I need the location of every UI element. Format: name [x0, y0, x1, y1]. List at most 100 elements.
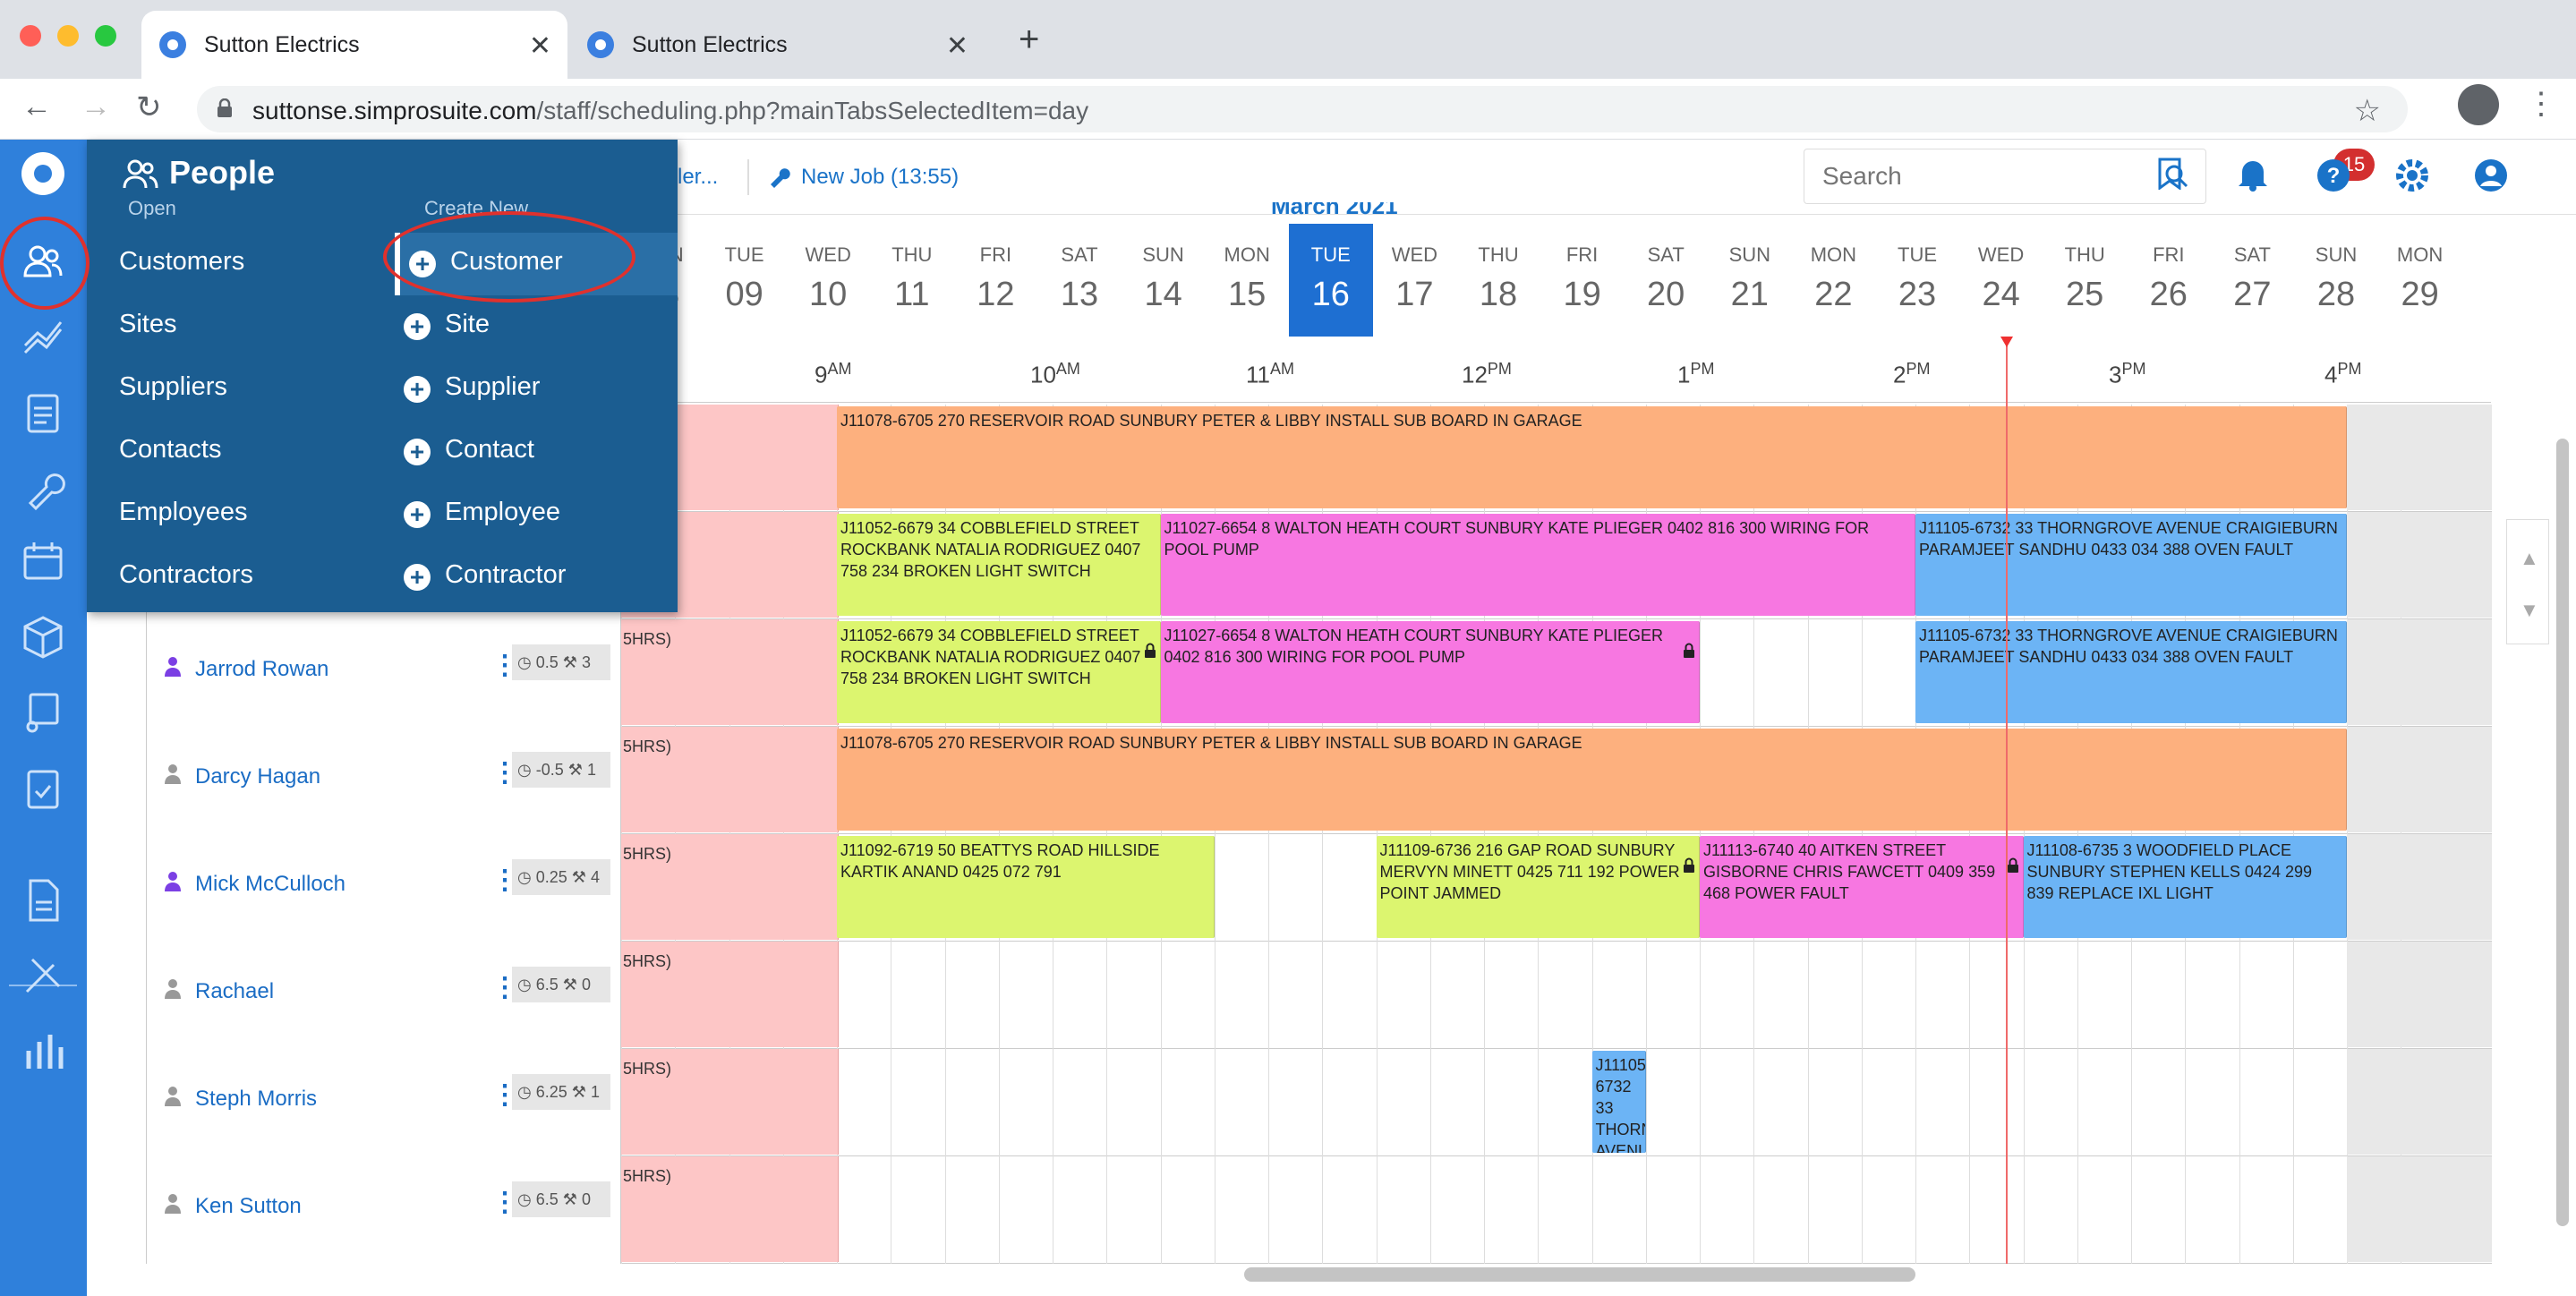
date-column-20[interactable]: SAT 20	[1624, 224, 1708, 337]
open-suppliers-link[interactable]: Suppliers	[119, 372, 227, 401]
bookmark-star-icon[interactable]: ☆	[2353, 94, 2381, 128]
date-column-23[interactable]: TUE 23	[1875, 224, 1959, 337]
forward-icon[interactable]: →	[81, 90, 111, 124]
job-block[interactable]: J11027-6654 8 WALTON HEATH COURT SUNBURY…	[1160, 514, 1915, 616]
open-customers-link[interactable]: Customers	[119, 247, 245, 276]
vertical-scrollbar[interactable]	[2556, 439, 2569, 1226]
bookmark-icon[interactable]	[2156, 158, 2183, 190]
create-contractor-button[interactable]: + Contractor	[395, 546, 678, 609]
notifications-bell-icon[interactable]	[2237, 158, 2269, 192]
date-column-11[interactable]: THU 11	[870, 224, 954, 337]
job-block[interactable]: J11105-6732 33 THORNGROVE AVENUE	[1591, 1051, 1646, 1153]
create-contact-button[interactable]: + Contact	[395, 421, 678, 483]
job-block[interactable]: J11109-6736 216 GAP ROAD SUNBURY MERVYN …	[1376, 836, 1700, 938]
date-column-09[interactable]: TUE 09	[703, 224, 787, 337]
url-field[interactable]: suttonse.simprosuite.com/staff/schedulin…	[197, 86, 2408, 132]
user-account-icon[interactable]	[2473, 158, 2509, 193]
schedule-lane[interactable]: 5HRS)	[621, 942, 2492, 1049]
document-icon[interactable]	[18, 875, 68, 925]
tools-icon[interactable]	[18, 951, 68, 1001]
date-column-26[interactable]: FRI 26	[2127, 224, 2211, 337]
truck-document-icon[interactable]	[18, 687, 68, 738]
create-site-button[interactable]: + Site	[395, 295, 678, 358]
job-block[interactable]: J11078-6705 270 RESERVOIR ROAD SUNBURY P…	[837, 406, 2347, 508]
simpro-logo-icon[interactable]	[18, 149, 68, 199]
staff-name-link[interactable]: Ken Sutton	[195, 1194, 302, 1218]
close-window-button[interactable]	[20, 25, 41, 47]
create-employee-button[interactable]: + Employee	[395, 483, 678, 546]
schedule-lane[interactable]: J11078-6705 270 RESERVOIR ROAD SUNBURY P…	[621, 405, 2492, 512]
schedule-lane[interactable]: 5HRS) J11078-6705 270 RESERVOIR ROAD SUNB…	[621, 727, 2492, 834]
date-column-22[interactable]: MON 22	[1791, 224, 1875, 337]
new-job-link[interactable]: New Job (13:55)	[801, 165, 960, 189]
open-contacts-link[interactable]: Contacts	[119, 435, 222, 464]
horizontal-scrollbar[interactable]	[1244, 1267, 1915, 1282]
job-block[interactable]: J11052-6679 34 COBBLEFIELD STREET ROCKBA…	[837, 514, 1161, 616]
zoom-window-button[interactable]	[95, 25, 116, 47]
inventory-box-icon[interactable]	[18, 612, 68, 662]
leave-block[interactable]: 5HRS)	[621, 942, 839, 1047]
open-contractors-link[interactable]: Contractors	[119, 560, 253, 589]
date-column-21[interactable]: SUN 21	[1708, 224, 1792, 337]
schedule-lane[interactable]: 5HRS) J11092-6719 50 BEATTYS ROAD HILLSID…	[621, 834, 2492, 942]
staff-name-link[interactable]: Steph Morris	[195, 1087, 318, 1111]
staff-name-link[interactable]: Rachael	[195, 979, 275, 1003]
schedule-lane[interactable]: 5HRS) J11105-6732 33 THORNGROVE AVENUE	[621, 1049, 2492, 1156]
date-column-10[interactable]: WED 10	[786, 224, 870, 337]
search-input[interactable]	[1822, 162, 2145, 191]
schedule-lane[interactable]: 5HRS)	[621, 1156, 2492, 1264]
close-tab-icon[interactable]: ✕	[528, 31, 551, 61]
leave-block[interactable]: 5HRS)	[621, 727, 839, 832]
close-tab-icon[interactable]: ✕	[945, 31, 968, 61]
builder-link[interactable]: ler...	[678, 165, 719, 189]
date-column-17[interactable]: WED 17	[1372, 224, 1456, 337]
browser-tab[interactable]: Sutton Electrics ✕	[569, 11, 985, 79]
staff-name-link[interactable]: Jarrod Rowan	[195, 657, 329, 681]
back-icon[interactable]: ←	[21, 90, 52, 124]
open-sites-link[interactable]: Sites	[119, 310, 177, 338]
schedule-lane[interactable]: 5HRS) J11052-6679 34 COBBLEFIELD STREET R…	[621, 619, 2492, 727]
date-column-15[interactable]: MON 15	[1205, 224, 1289, 337]
job-block[interactable]: J11108-6735 3 WOODFIELD PLACE SUNBURY ST…	[2023, 836, 2347, 938]
leave-block[interactable]: 5HRS)	[621, 834, 839, 940]
job-block[interactable]: J11105-6732 33 THORNGROVE AVENUE CRAIGIE…	[1915, 621, 2347, 723]
job-block[interactable]: J11078-6705 270 RESERVOIR ROAD SUNBURY P…	[837, 729, 2347, 831]
checklist-icon[interactable]	[18, 763, 68, 813]
leave-block[interactable]: 5HRS)	[621, 1049, 839, 1155]
date-column-16[interactable]: TUE 16	[1288, 224, 1373, 337]
month-label[interactable]: March 2021	[1271, 202, 1398, 218]
date-column-27[interactable]: SAT 27	[2210, 224, 2294, 337]
date-column-24[interactable]: WED 24	[1959, 224, 2043, 337]
sales-chart-icon[interactable]	[18, 311, 68, 362]
date-column-14[interactable]: SUN 14	[1122, 224, 1206, 337]
scroll-arrows-control[interactable]: ▲ ▼	[2506, 519, 2549, 644]
date-column-19[interactable]: FRI 19	[1540, 224, 1625, 337]
job-block[interactable]: J11027-6654 8 WALTON HEATH COURT SUNBURY…	[1160, 621, 1700, 723]
reload-icon[interactable]: ↻	[136, 90, 162, 124]
search-field[interactable]	[1804, 149, 2206, 204]
date-column-13[interactable]: SAT 13	[1037, 224, 1122, 337]
staff-name-link[interactable]: Mick McCulloch	[195, 872, 346, 896]
wrench-icon[interactable]	[18, 462, 68, 512]
staff-name-link[interactable]: Darcy Hagan	[195, 764, 321, 789]
job-block[interactable]: J11105-6732 33 THORNGROVE AVENUE CRAIGIE…	[1915, 514, 2347, 616]
scroll-up-icon[interactable]: ▲	[2520, 547, 2539, 569]
reports-bar-chart-icon[interactable]	[18, 1026, 68, 1076]
date-column-12[interactable]: FRI 12	[953, 224, 1037, 337]
job-block[interactable]: J11052-6679 34 COBBLEFIELD STREET ROCKBA…	[837, 621, 1161, 723]
date-column-25[interactable]: THU 25	[2043, 224, 2127, 337]
calendar-icon[interactable]	[18, 537, 68, 587]
minimize-window-button[interactable]	[57, 25, 79, 47]
scroll-down-icon[interactable]: ▼	[2520, 599, 2539, 621]
date-column-18[interactable]: THU 18	[1456, 224, 1540, 337]
schedule-lane[interactable]: J11052-6679 34 COBBLEFIELD STREET ROCKBA…	[621, 512, 2492, 619]
open-employees-link[interactable]: Employees	[119, 498, 248, 526]
browser-menu-icon[interactable]: ⋮	[2526, 87, 2556, 121]
date-column-28[interactable]: SUN 28	[2294, 224, 2378, 337]
create-supplier-button[interactable]: + Supplier	[395, 358, 678, 421]
job-block[interactable]: J11092-6719 50 BEATTYS ROAD HILLSIDE KAR…	[837, 836, 1215, 938]
job-block[interactable]: J11113-6740 40 AITKEN STREET GISBORNE CH…	[1700, 836, 2024, 938]
help-icon[interactable]: ?	[2316, 158, 2351, 193]
settings-gear-icon[interactable]	[2394, 158, 2430, 193]
clipboard-icon[interactable]	[18, 387, 68, 437]
